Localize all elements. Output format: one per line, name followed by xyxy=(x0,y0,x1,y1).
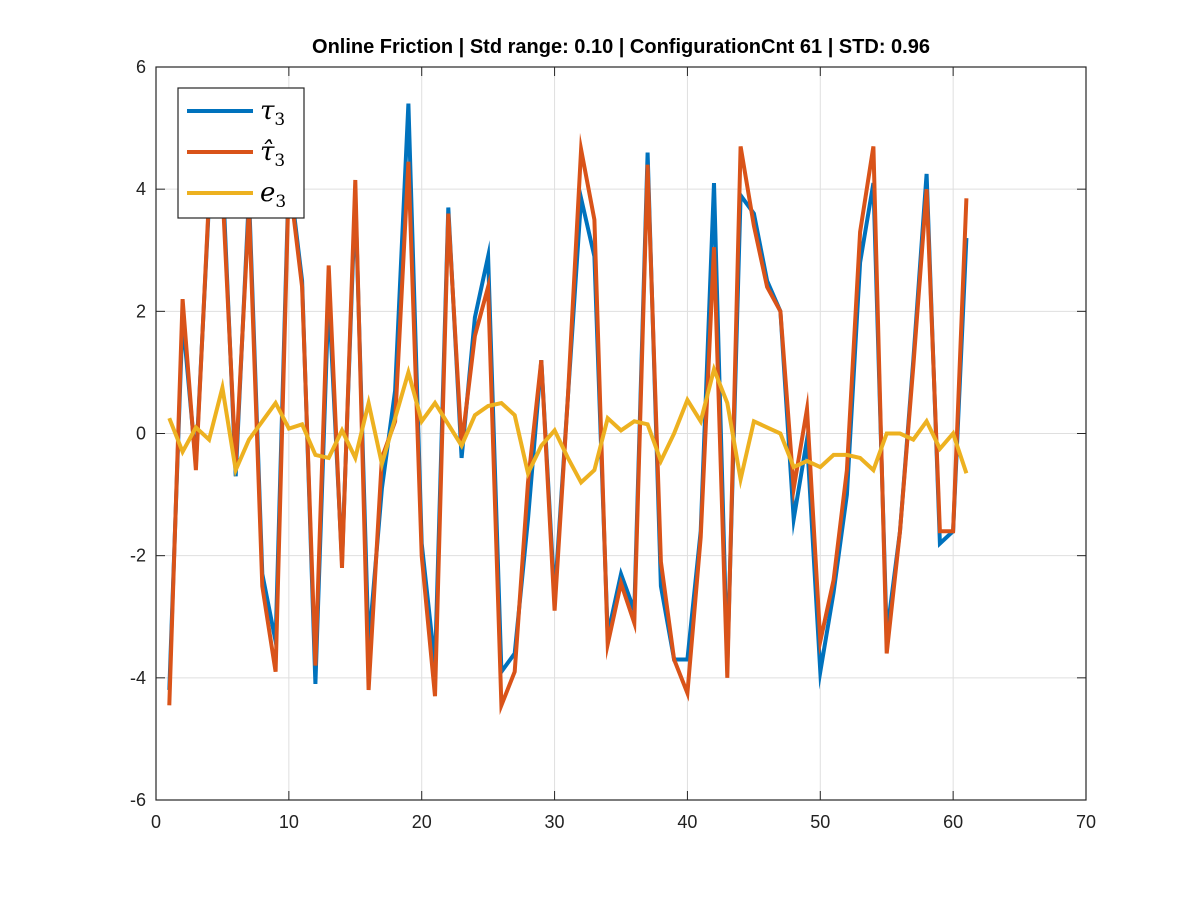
y-tick-label: -6 xyxy=(130,790,146,810)
x-tick-label: 70 xyxy=(1076,812,1096,832)
y-tick-label: 4 xyxy=(136,179,146,199)
x-tick-label: 0 xyxy=(151,812,161,832)
x-tick-label: 40 xyxy=(677,812,697,832)
y-tick-label: -4 xyxy=(130,668,146,688)
y-tick-labels: -6 -4 -2 0 2 4 6 xyxy=(130,57,146,810)
y-tick-label: 2 xyxy=(136,301,146,321)
tick-marks xyxy=(155,66,1087,801)
x-tick-label: 30 xyxy=(545,812,565,832)
legend-label-2: e3 xyxy=(260,178,286,212)
legend-label-1: τ̂3 xyxy=(260,137,285,171)
x-tick-label: 50 xyxy=(810,812,830,832)
y-tick-label: -2 xyxy=(130,546,146,566)
x-tick-label: 10 xyxy=(279,812,299,832)
x-tick-label: 60 xyxy=(943,812,963,832)
chart-title: Online Friction | Std range: 0.10 | Conf… xyxy=(312,36,930,58)
y-tick-label: 0 xyxy=(136,424,146,444)
legend-label-0: τ3 xyxy=(260,96,285,130)
series-line-2 xyxy=(167,362,969,490)
legend: τ3 τ̂3 e3 xyxy=(177,87,305,219)
series-line-1 xyxy=(167,132,969,716)
series-lines xyxy=(167,103,969,716)
y-tick-label: 6 xyxy=(136,57,146,77)
x-tick-labels: 0 10 20 30 40 50 60 70 xyxy=(151,812,1096,832)
x-tick-label: 20 xyxy=(412,812,432,832)
